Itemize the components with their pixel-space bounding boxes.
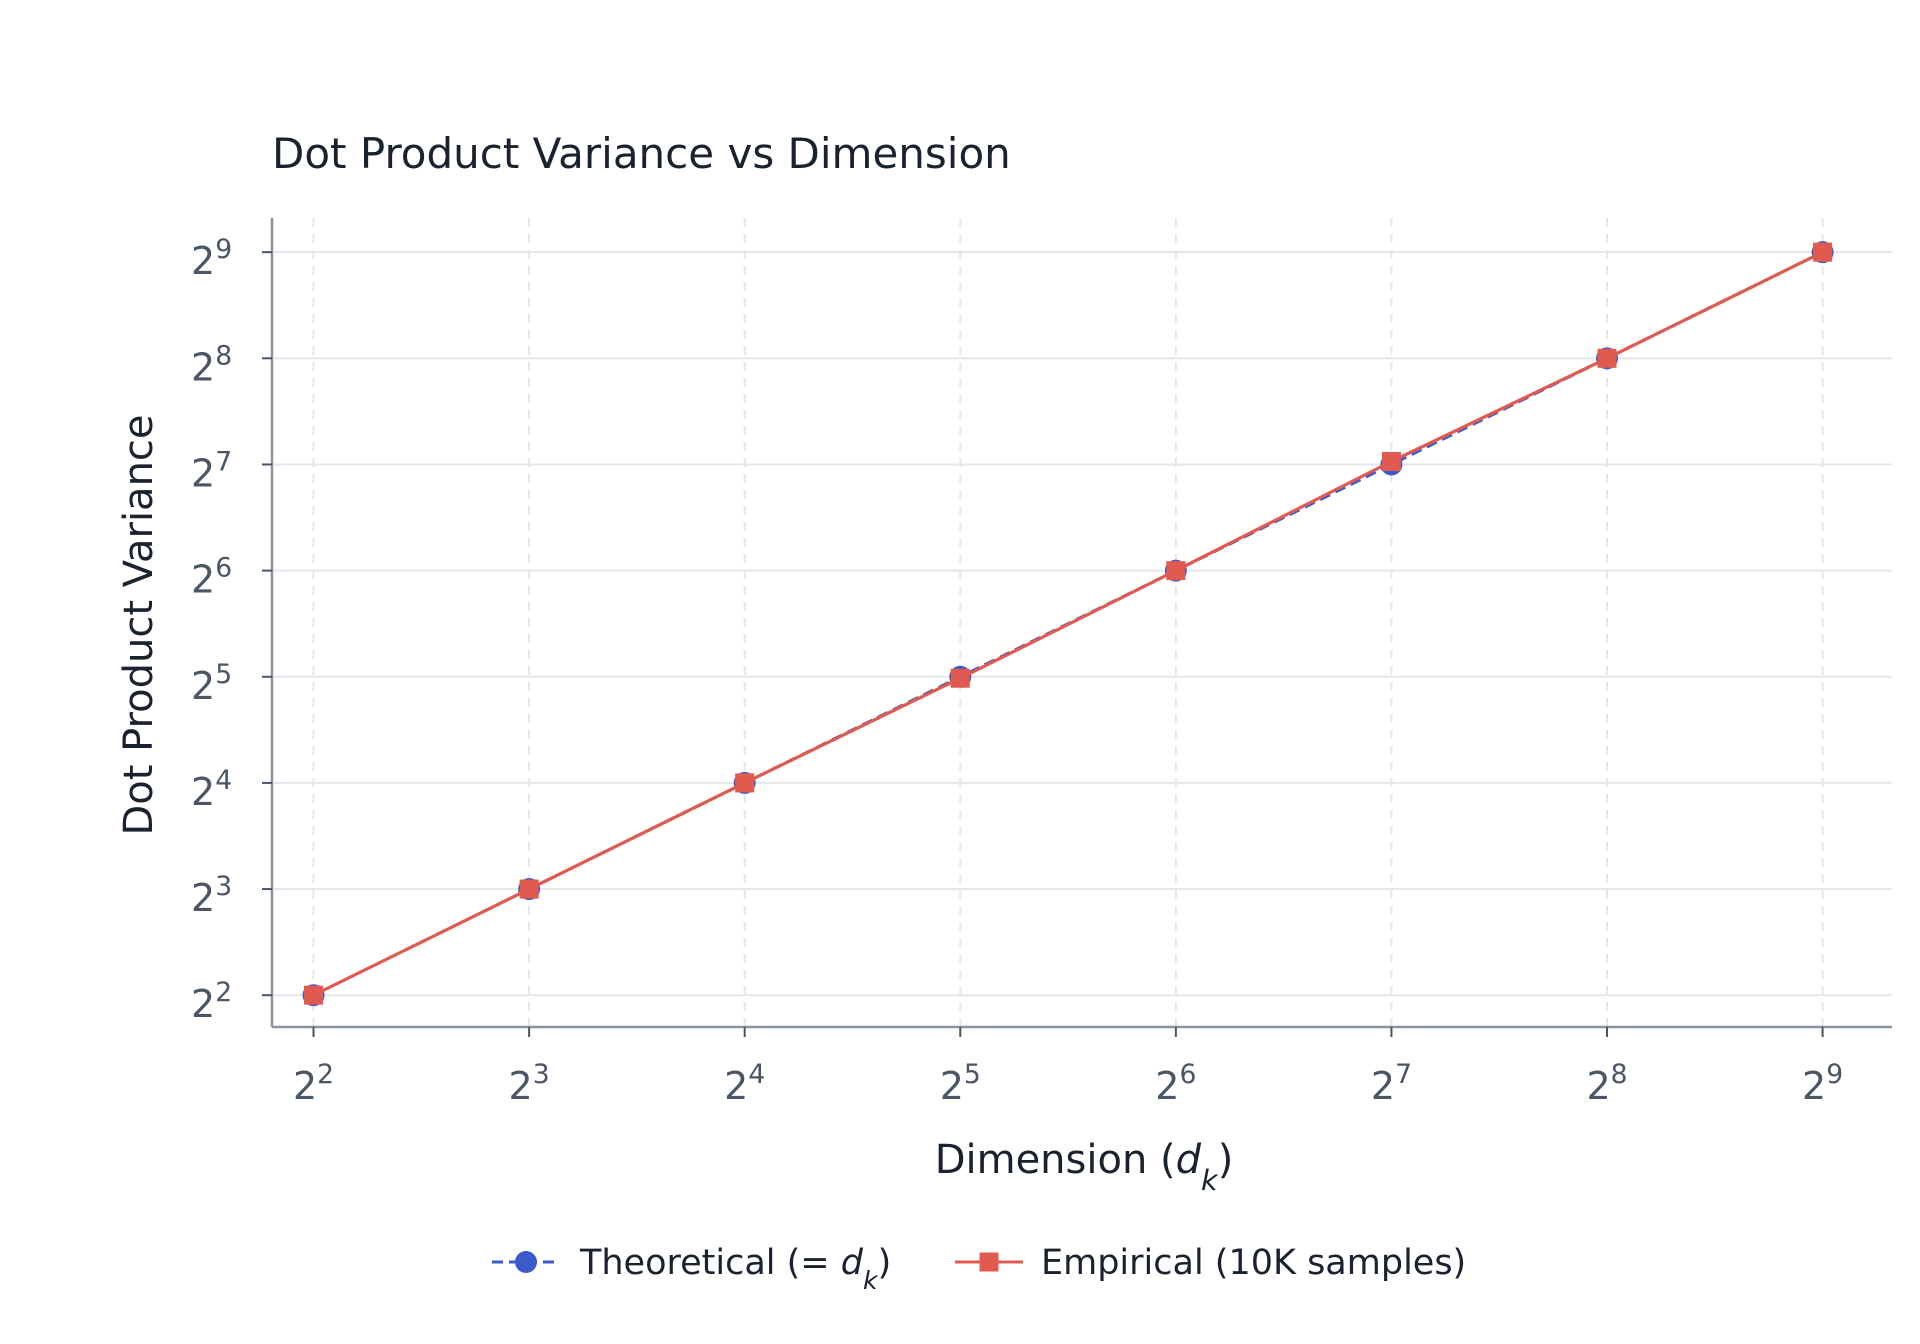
legend-label: Theoretical (= dk) [579,1243,891,1295]
data-point [1381,452,1401,472]
x-tick-label: 27 [1371,1059,1412,1108]
grid-horizontal [272,251,1892,997]
y-tick-label: 26 [191,553,232,602]
data-point [519,879,539,899]
series-layer [302,241,1834,1007]
x-tick-label: 23 [509,1059,550,1108]
y-tick-label: 22 [191,977,232,1026]
y-tick-label: 25 [191,659,232,708]
data-point [1813,242,1833,262]
data-point [950,668,970,688]
data-point [304,985,324,1005]
x-axis-label: Dimension (dk) [935,1137,1234,1197]
legend-item-theoretical: Theoretical (= dk) [492,1243,891,1295]
x-tick-label: 26 [1155,1059,1196,1108]
x-tick-label: 25 [940,1059,981,1108]
y-tick-label: 24 [191,765,232,814]
y-tick-label: 28 [191,340,232,389]
y-tick-label: 23 [191,871,232,920]
y-tick-label: 27 [191,446,232,495]
data-point [735,773,755,793]
series-empirical [304,242,1833,1005]
y-axis-label: Dot Product Variance [116,414,162,835]
legend-marker [515,1251,537,1273]
legend-item-empirical: Empirical (10K samples) [955,1243,1466,1283]
x-axis-ticks: 22 23 24 25 26 27 28 29 [293,1027,1843,1108]
chart-title: Dot Product Variance vs Dimension [272,129,1011,178]
series-line [312,250,1824,997]
x-tick-label: 28 [1586,1059,1627,1108]
x-tick-label: 29 [1802,1059,1843,1108]
y-axis-ticks: 22 23 24 25 26 27 28 29 [191,234,272,1026]
x-tick-label: 22 [293,1059,334,1108]
legend: Theoretical (= dk) Empirical (10K samples… [492,1243,1466,1295]
x-tick-label: 24 [724,1059,765,1108]
data-point [1597,348,1617,368]
y-tick-label: 29 [191,234,232,283]
data-point [1166,561,1186,581]
legend-marker [979,1252,999,1272]
legend-label: Empirical (10K samples) [1041,1243,1466,1283]
